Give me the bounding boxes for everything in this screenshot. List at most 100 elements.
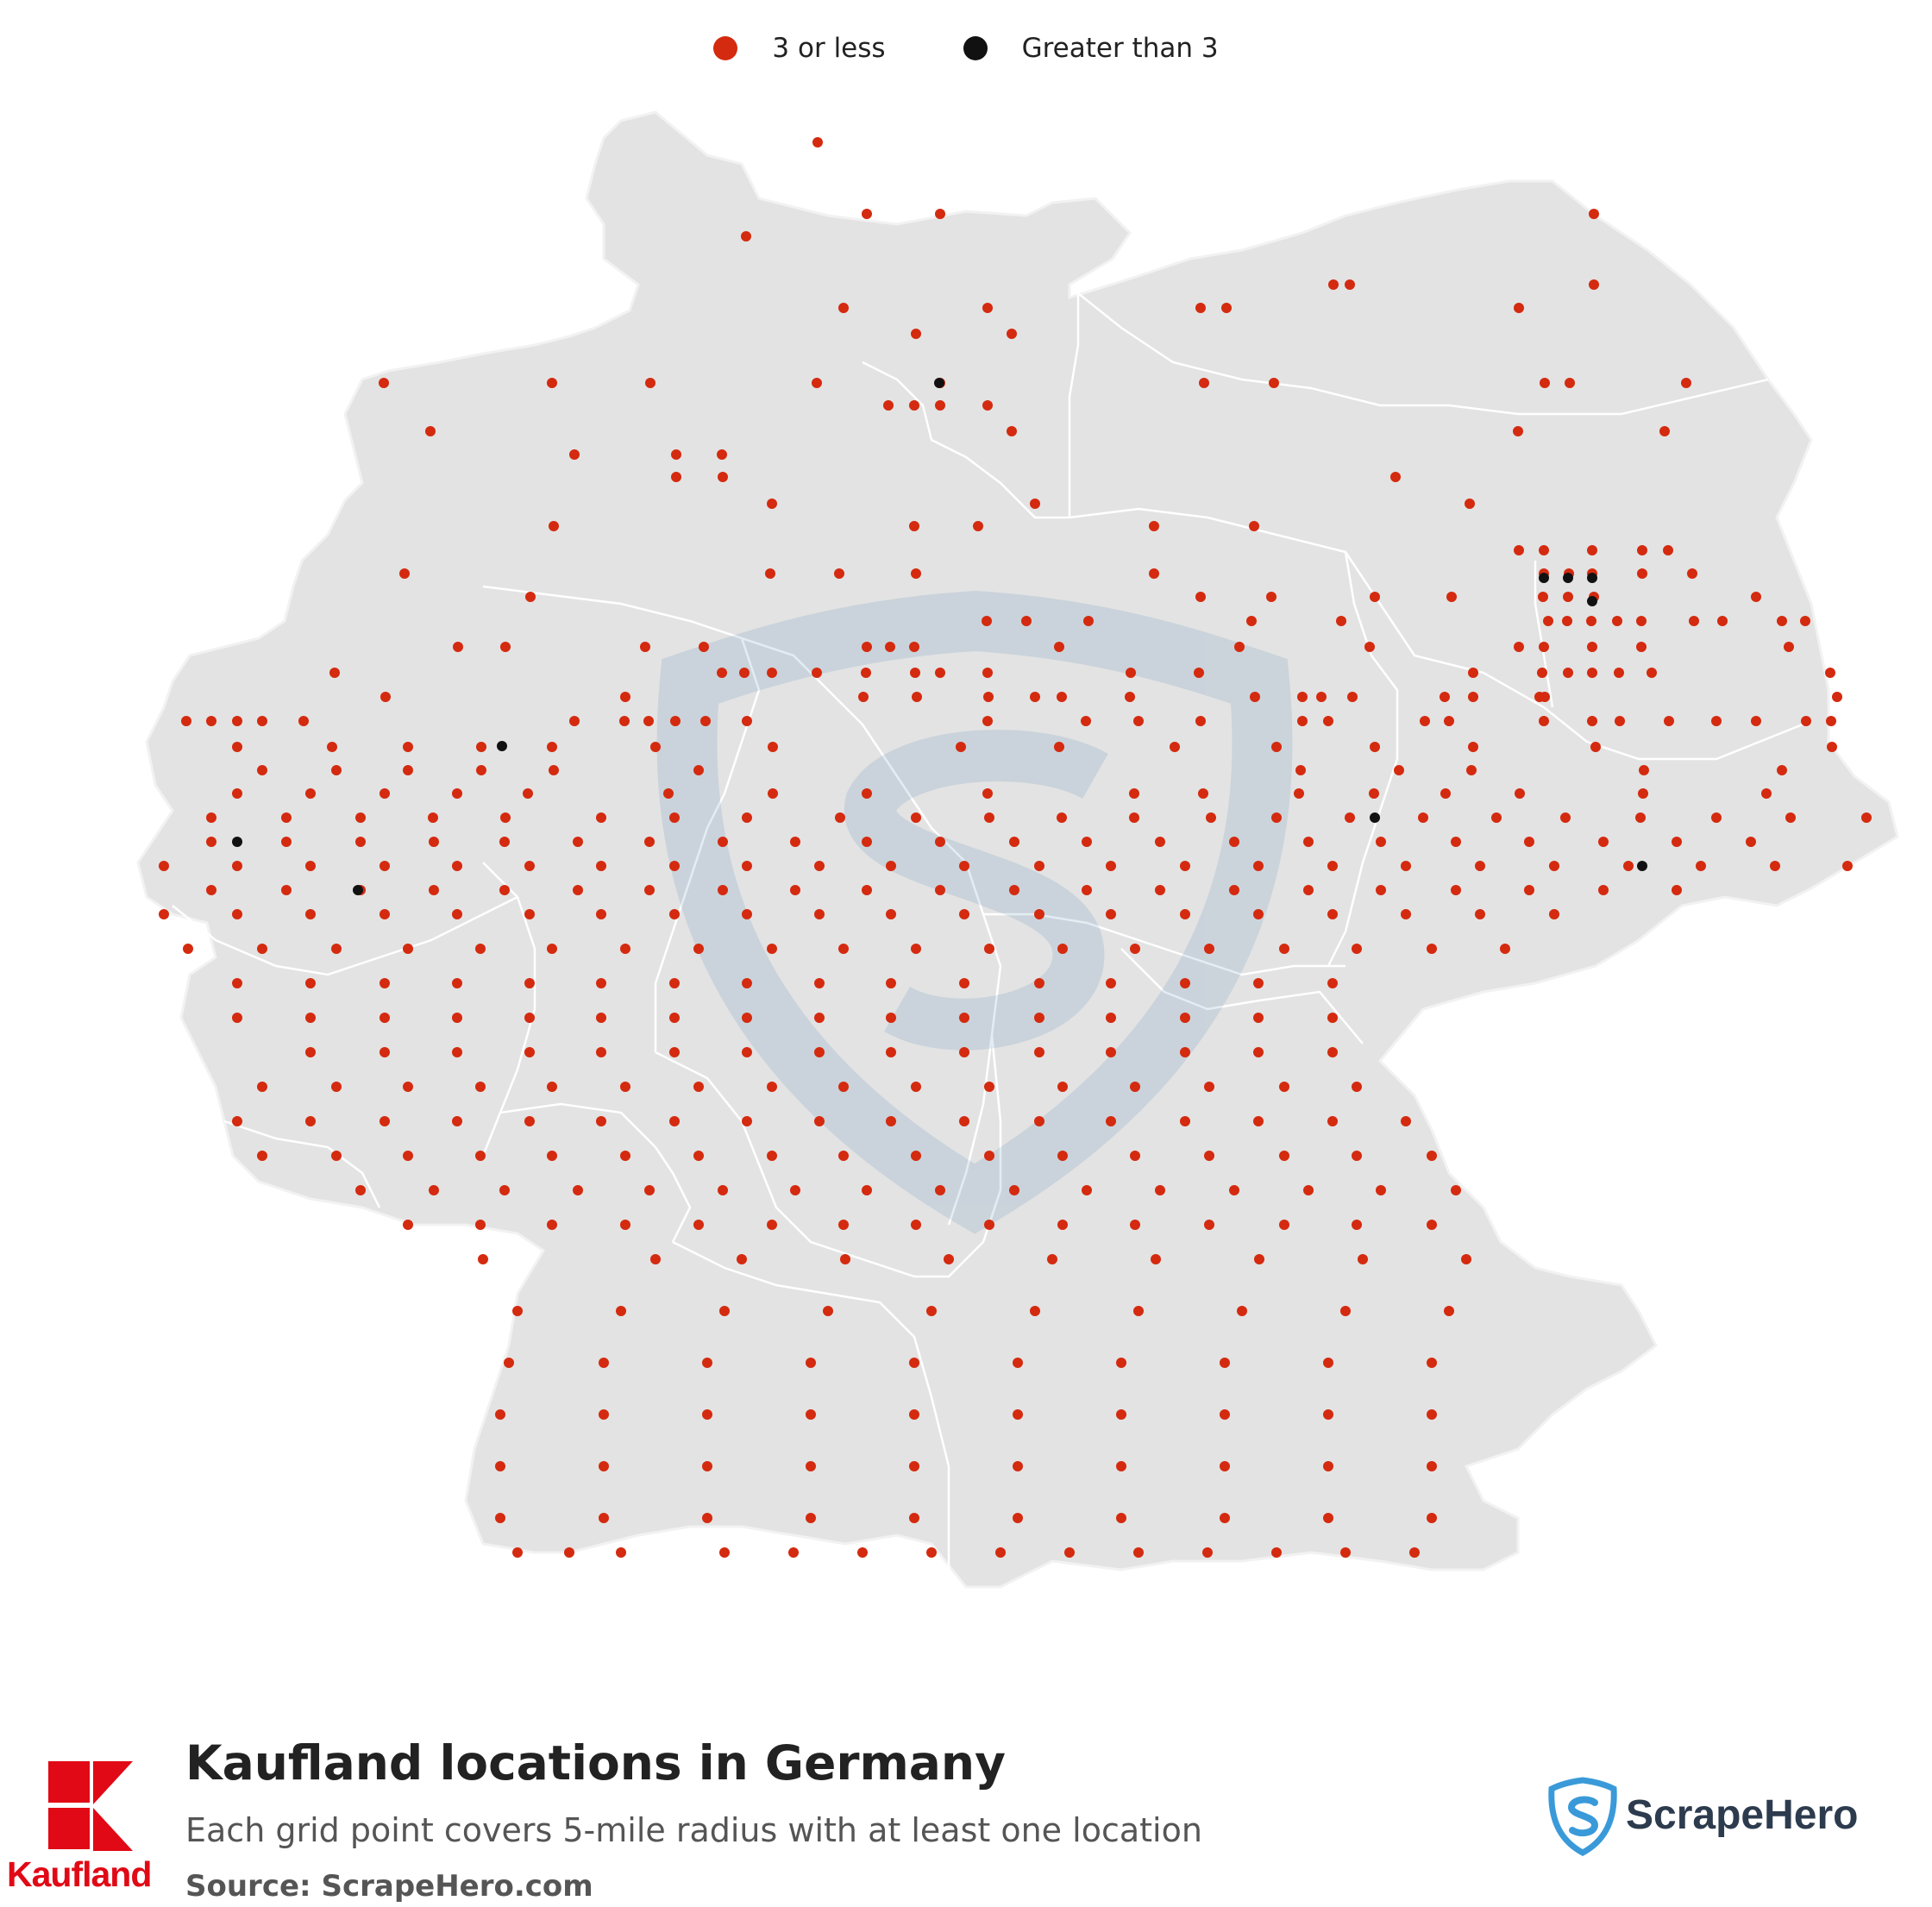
location-dot — [1106, 861, 1116, 871]
location-dot — [959, 909, 969, 919]
location-dot — [1466, 765, 1477, 775]
location-dot — [1199, 378, 1209, 388]
location-dots — [159, 137, 1872, 1558]
location-dot — [1589, 209, 1599, 219]
location-dot — [742, 909, 752, 919]
location-dot — [1106, 978, 1116, 988]
location-dot — [1194, 668, 1204, 678]
location-dot — [1842, 861, 1853, 871]
location-dot — [206, 885, 216, 895]
location-dot — [1116, 1513, 1126, 1523]
location-dot — [257, 944, 267, 954]
location-dot — [935, 885, 945, 895]
location-dot — [453, 642, 463, 652]
location-dot — [1563, 668, 1573, 678]
location-dot — [973, 521, 983, 531]
location-dot — [910, 668, 920, 678]
location-dot — [1021, 616, 1032, 626]
location-dot — [1057, 1151, 1068, 1161]
location-dot — [1007, 329, 1017, 339]
location-dot — [1007, 426, 1017, 436]
germany-map — [136, 110, 1899, 1589]
location-dot — [403, 742, 413, 752]
location-dot — [547, 742, 557, 752]
location-dot — [812, 378, 822, 388]
location-dot — [1327, 1047, 1338, 1057]
location-dot — [1221, 303, 1232, 313]
location-dot — [1345, 279, 1355, 290]
location-dot — [1451, 837, 1461, 847]
location-dot — [935, 400, 945, 411]
location-dot — [806, 1513, 816, 1523]
location-dot — [911, 1151, 921, 1161]
location-dot — [1279, 1220, 1289, 1230]
location-dot — [1761, 788, 1772, 799]
location-dot — [788, 1547, 799, 1558]
location-dot — [1390, 472, 1401, 482]
location-dot — [1515, 788, 1525, 799]
location-dot — [768, 788, 778, 799]
location-dot — [1451, 1185, 1461, 1195]
location-dot — [1635, 812, 1646, 823]
location-dot — [1116, 1358, 1126, 1368]
location-dot — [1513, 426, 1523, 436]
location-dot — [644, 885, 655, 895]
location-dot — [1198, 788, 1208, 799]
location-dot-high — [1370, 812, 1380, 823]
location-dot — [838, 1082, 849, 1092]
location-dot — [767, 1151, 777, 1161]
location-dot — [862, 885, 872, 895]
location-dot — [524, 1013, 535, 1023]
location-dot — [909, 1358, 919, 1368]
location-dot — [331, 1082, 342, 1092]
location-dot — [1825, 668, 1835, 678]
location-dot — [1543, 616, 1553, 626]
location-dot — [1440, 788, 1451, 799]
location-dot — [1170, 742, 1180, 752]
location-dot — [232, 716, 242, 726]
location-dot — [1770, 861, 1780, 871]
location-dot — [1303, 1185, 1314, 1195]
location-dot — [476, 765, 486, 775]
location-dot — [643, 716, 654, 726]
location-dot — [1336, 616, 1346, 626]
location-dot — [1751, 716, 1761, 726]
location-dot — [1785, 812, 1796, 823]
location-dot — [741, 231, 751, 242]
location-dot — [838, 303, 849, 313]
location-dot — [1220, 1513, 1230, 1523]
location-dot — [1034, 978, 1044, 988]
location-dot — [935, 209, 945, 219]
location-dot — [1420, 716, 1430, 726]
legend-item-3-or-less: 3 or less — [713, 33, 886, 64]
location-dot-high — [934, 378, 944, 388]
location-dot — [1054, 642, 1064, 652]
location-dot — [452, 861, 462, 871]
location-dot — [886, 978, 896, 988]
location-dot — [1364, 642, 1375, 652]
location-dot — [663, 788, 674, 799]
location-dot — [1279, 1151, 1289, 1161]
location-dot — [1034, 1047, 1044, 1057]
location-dot — [1401, 909, 1411, 919]
location-dot — [331, 765, 342, 775]
location-dot — [1587, 668, 1597, 678]
location-dot — [1229, 1185, 1239, 1195]
location-dot — [1681, 378, 1691, 388]
location-dot — [1229, 837, 1239, 847]
location-dot — [1689, 616, 1699, 626]
location-dot — [1151, 1254, 1161, 1264]
location-dot — [909, 521, 919, 531]
location-dot — [717, 668, 727, 678]
location-dot — [1034, 1116, 1044, 1126]
location-dot — [620, 1220, 630, 1230]
location-dot — [524, 1047, 535, 1057]
location-dot — [1034, 909, 1044, 919]
location-dot — [861, 668, 871, 678]
location-dot — [1250, 692, 1260, 702]
location-dot — [425, 426, 436, 436]
location-dot — [935, 837, 945, 847]
location-dot — [767, 944, 777, 954]
location-dot — [452, 909, 462, 919]
location-dot — [858, 692, 869, 702]
